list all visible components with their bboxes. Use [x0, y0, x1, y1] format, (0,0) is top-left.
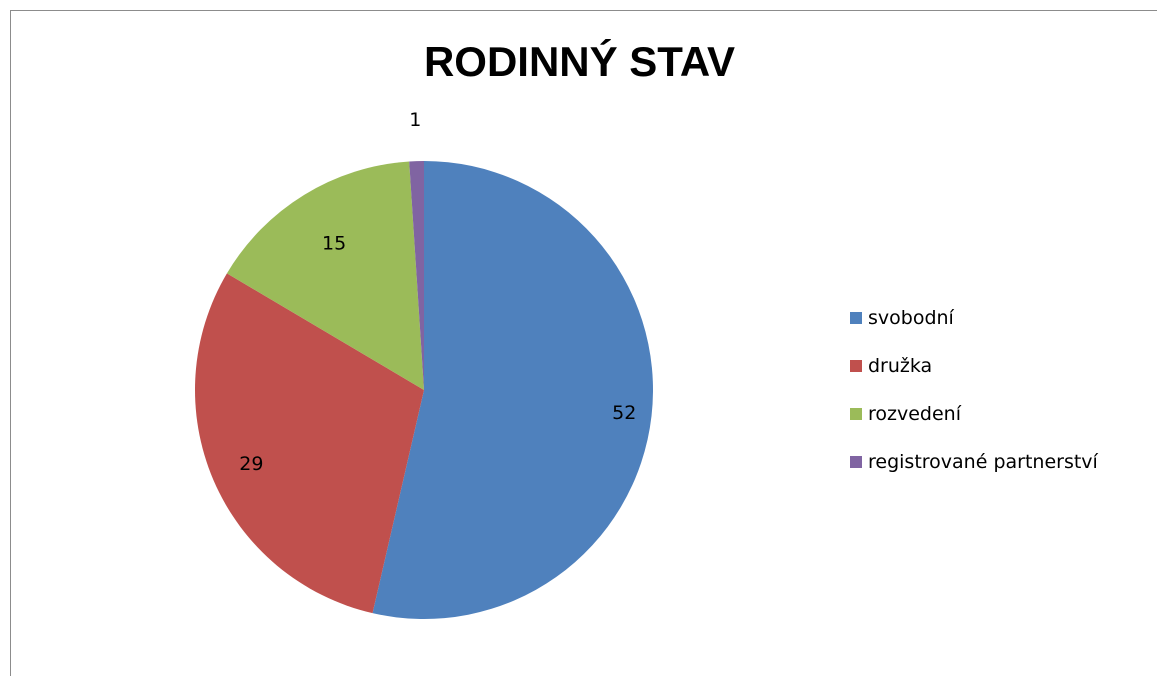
pie-slice-4	[409, 161, 424, 390]
legend-label: rozvedení	[868, 403, 961, 425]
legend-item-1: svobodní	[850, 306, 1098, 330]
legend-label: družka	[868, 355, 933, 377]
pie-slice-1	[372, 161, 653, 619]
legend-label: registrované partnerství	[868, 451, 1098, 473]
legend-swatch	[850, 408, 862, 420]
data-label-1: 52	[612, 402, 636, 424]
legend-label: svobodní	[868, 307, 954, 329]
pie-slice-3	[226, 161, 424, 390]
legend-item-4: registrované partnerství	[850, 450, 1098, 474]
data-label-3: 15	[322, 233, 346, 255]
legend-item-2: družka	[850, 354, 1098, 378]
pie-slice-2	[194, 273, 424, 614]
legend-item-3: rozvedení	[850, 402, 1098, 426]
data-label-4: 1	[409, 109, 421, 131]
pie-data-labels: 52 29 15 1	[239, 109, 636, 475]
legend-swatch	[850, 456, 862, 468]
pie-slices	[194, 161, 653, 619]
legend-swatch	[850, 312, 862, 324]
legend: svobodní družka rozvedení registrované part…	[850, 306, 1098, 498]
chart-title: RODINNÝ STAV	[423, 38, 736, 85]
legend-swatch	[850, 360, 862, 372]
data-label-2: 29	[239, 453, 263, 475]
